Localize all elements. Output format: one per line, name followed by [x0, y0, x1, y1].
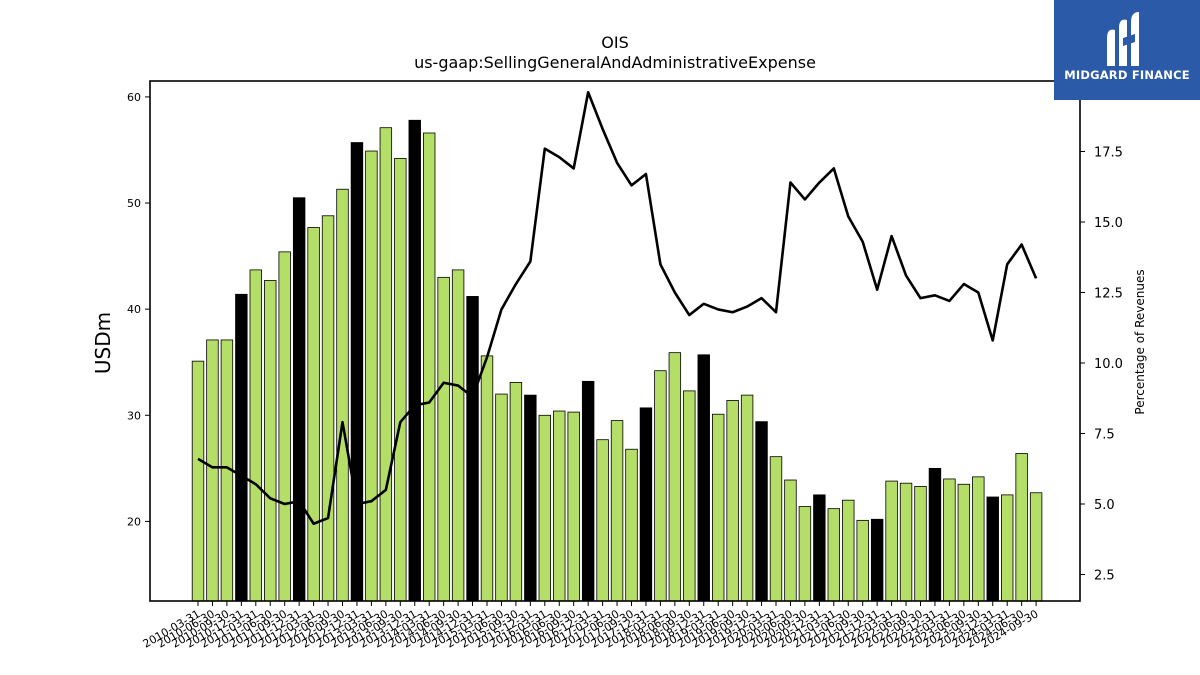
bar	[914, 485, 927, 602]
bar	[972, 476, 985, 602]
bar	[769, 456, 783, 602]
bar	[235, 293, 248, 602]
bar	[567, 411, 580, 602]
bar	[394, 158, 407, 602]
bar	[683, 390, 696, 602]
bar	[350, 142, 364, 602]
bar	[278, 251, 291, 602]
y2-tick-label: 7.5	[1094, 427, 1115, 442]
bar	[408, 119, 421, 602]
bar	[654, 370, 667, 602]
bar	[1015, 453, 1028, 602]
percentage-line	[197, 90, 1038, 526]
y-tick-label: 60	[127, 91, 141, 104]
y2-tick-label: 10.0	[1094, 357, 1123, 372]
bar	[422, 132, 436, 602]
bar	[1029, 492, 1043, 602]
bar	[885, 480, 898, 602]
bar	[307, 227, 320, 602]
bar	[798, 506, 812, 602]
bar	[726, 400, 739, 602]
bars-group	[191, 119, 1043, 602]
bar	[610, 420, 624, 602]
bar	[813, 494, 826, 602]
brand-name: MIDGARD FINANCE	[1064, 68, 1190, 82]
bar	[986, 496, 999, 602]
bar	[365, 150, 378, 602]
bar	[451, 269, 465, 602]
bar	[1001, 494, 1014, 602]
bar	[957, 483, 971, 602]
bar	[292, 197, 306, 602]
bar	[755, 421, 768, 602]
bar	[379, 127, 393, 602]
bar	[697, 354, 710, 602]
bar	[321, 215, 335, 602]
bar	[943, 478, 956, 602]
bar	[842, 499, 855, 602]
bar	[509, 381, 523, 602]
bar	[870, 518, 884, 602]
bar	[712, 413, 725, 602]
y-tick-label: 40	[127, 303, 141, 316]
bar	[191, 360, 205, 602]
y2-tick-label: 5.0	[1094, 498, 1115, 513]
y2-axis-label: Percentage of Revenues	[1133, 269, 1147, 414]
bar	[466, 296, 479, 602]
y2-tick-label: 2.5	[1094, 568, 1115, 583]
bar	[596, 439, 609, 602]
bar	[206, 339, 219, 602]
bar	[899, 482, 913, 602]
bar	[538, 414, 552, 602]
y2-tick-label: 12.5	[1094, 286, 1123, 301]
y-tick-label: 50	[127, 197, 141, 210]
bar	[581, 380, 595, 602]
bar	[264, 280, 277, 602]
bar	[784, 479, 797, 602]
plot-frame	[149, 80, 1081, 602]
bar	[249, 269, 263, 602]
bar	[856, 519, 869, 602]
bar	[928, 467, 942, 602]
y2-tick-label: 17.5	[1094, 145, 1123, 160]
y2-tick-label: 15.0	[1094, 216, 1123, 231]
bar	[625, 448, 638, 602]
bar	[495, 393, 508, 602]
bar	[437, 276, 450, 602]
chart-title: OIS	[601, 33, 628, 52]
line-group	[197, 90, 1038, 526]
bar	[524, 394, 537, 602]
logo-mark-icon	[1107, 12, 1139, 66]
bar	[827, 508, 841, 602]
y-tick-label: 20	[127, 515, 141, 528]
bar	[639, 407, 653, 602]
axes-group: 20304050602.55.07.510.012.515.017.52010-…	[127, 80, 1123, 651]
y-axis-label: USDm	[91, 312, 115, 374]
chart-subtitle: us-gaap:SellingGeneralAndAdministrativeE…	[414, 53, 816, 72]
bar	[740, 394, 754, 602]
y-tick-label: 30	[127, 409, 141, 422]
bar	[668, 352, 682, 602]
bar	[480, 355, 494, 602]
bar	[336, 188, 349, 602]
brand-logo: MIDGARD FINANCE	[1054, 0, 1200, 100]
bar	[553, 410, 566, 602]
